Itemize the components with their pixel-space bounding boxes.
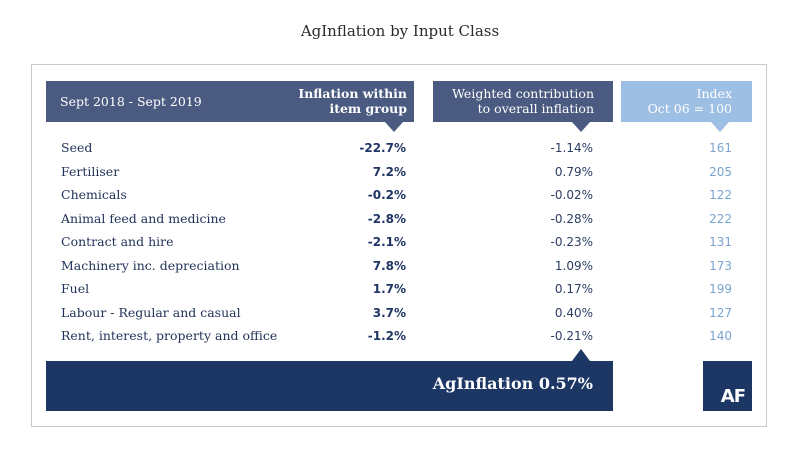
row-contribution: -0.23% — [550, 235, 593, 249]
row-label: Chemicals — [61, 187, 127, 202]
index-header-line2: Oct 06 = 100 — [647, 101, 732, 116]
row-contribution: -0.21% — [550, 329, 593, 343]
period-label: Sept 2018 - Sept 2019 — [60, 94, 202, 109]
row-inflation: 7.2% — [372, 164, 406, 179]
row-contribution: -0.02% — [550, 188, 593, 202]
inflation-header-line2: item group — [329, 101, 407, 116]
logo-text: AF — [720, 386, 746, 407]
row-inflation: -0.2% — [367, 188, 406, 202]
row-label: Animal feed and medicine — [61, 210, 226, 226]
table-row: Seed -22.7% -1.14% 161 — [0, 137, 800, 159]
table-row: Animal feed and medicine -2.8% -0.28% 22… — [0, 208, 800, 230]
inflation-header: Inflation within item group — [298, 86, 407, 116]
table-row: Labour - Regular and casual 3.7% 0.40% 1… — [0, 302, 800, 324]
header-contribution: Weighted contribution to overall inflati… — [433, 81, 613, 122]
table-row: Contract and hire -2.1% -0.23% 131 — [0, 231, 800, 253]
table-row: Machinery inc. depreciation 7.8% 1.09% 1… — [0, 255, 800, 277]
row-index: 122 — [709, 188, 732, 202]
row-contribution: 0.79% — [554, 164, 593, 179]
row-inflation: 1.7% — [372, 282, 406, 296]
contribution-header-line1: Weighted contribution — [452, 86, 594, 101]
row-index: 140 — [709, 329, 732, 343]
row-label: Labour - Regular and casual — [61, 304, 241, 320]
inflation-header-pointer — [385, 122, 403, 132]
row-contribution: -0.28% — [550, 211, 593, 226]
header-index: Index Oct 06 = 100 — [621, 81, 752, 122]
row-index: 222 — [709, 211, 732, 226]
row-index: 127 — [709, 305, 732, 320]
total-label: AgInflation 0.57% — [432, 374, 593, 393]
table-row: Rent, interest, property and office -1.2… — [0, 325, 800, 347]
row-contribution: 1.09% — [554, 258, 593, 273]
inflation-header-line1: Inflation within — [298, 86, 407, 101]
af-logo: AF — [703, 361, 752, 411]
row-index: 199 — [709, 282, 732, 296]
index-header: Index Oct 06 = 100 — [648, 86, 732, 116]
table-row: Fertiliser 7.2% 0.79% 205 — [0, 161, 800, 183]
total-pointer — [572, 349, 590, 361]
row-index: 205 — [709, 164, 732, 179]
index-header-pointer — [711, 122, 729, 132]
row-label: Fertiliser — [61, 163, 120, 179]
row-contribution: 0.40% — [554, 305, 593, 320]
chart-title: AgInflation by Input Class — [300, 22, 500, 40]
table-row: Fuel 1.7% 0.17% 199 — [0, 278, 800, 300]
index-header-line1: Index — [696, 86, 732, 101]
total-bar — [46, 361, 613, 411]
row-contribution: 0.17% — [554, 282, 593, 296]
row-inflation: 3.7% — [372, 305, 406, 320]
row-label: Seed — [61, 140, 93, 155]
row-label: Machinery inc. depreciation — [61, 257, 240, 273]
row-inflation: -2.8% — [367, 211, 406, 226]
row-inflation: 7.8% — [372, 258, 406, 273]
row-index: 131 — [709, 235, 732, 249]
row-label: Rent, interest, property and office — [61, 328, 278, 343]
header-inflation: Sept 2018 - Sept 2019 Inflation within i… — [46, 81, 414, 122]
row-index: 173 — [709, 258, 732, 273]
row-inflation: -22.7% — [359, 141, 406, 155]
contribution-header-line2: to overall inflation — [477, 101, 594, 116]
row-label: Contract and hire — [61, 234, 174, 249]
row-inflation: -2.1% — [367, 235, 406, 249]
table-row: Chemicals -0.2% -0.02% 122 — [0, 184, 800, 206]
row-inflation: -1.2% — [367, 329, 406, 343]
contribution-header: Weighted contribution to overall inflati… — [452, 86, 594, 116]
row-label: Fuel — [61, 281, 90, 296]
row-contribution: -1.14% — [550, 141, 593, 155]
contribution-header-pointer — [572, 122, 590, 132]
row-index: 161 — [709, 141, 732, 155]
table-frame — [31, 64, 767, 427]
